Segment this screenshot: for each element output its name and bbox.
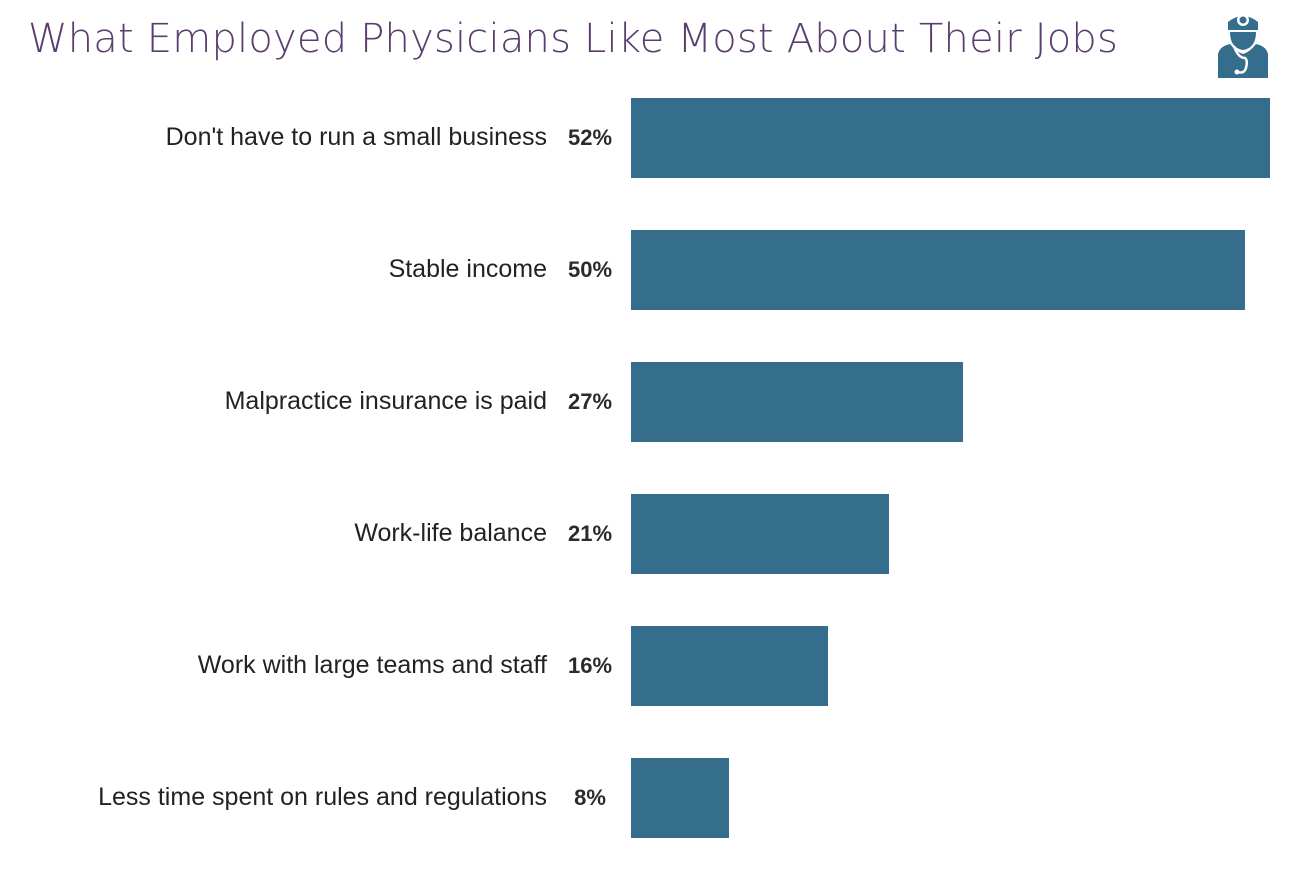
bar-row: Malpractice insurance is paid 27%	[0, 362, 1290, 442]
category-label: Work-life balance	[354, 519, 547, 547]
bar-row: Work-life balance 21%	[0, 494, 1290, 574]
category-label: Stable income	[388, 255, 547, 283]
category-label: Malpractice insurance is paid	[224, 387, 547, 415]
bar	[631, 230, 1245, 310]
bar	[631, 362, 963, 442]
value-label: 16%	[567, 653, 613, 678]
bar	[631, 98, 1270, 178]
value-label: 27%	[567, 389, 613, 414]
value-label: 8%	[574, 785, 606, 810]
category-label: Less time spent on rules and regulations	[98, 783, 547, 811]
bar-row: Don't have to run a small business 52%	[0, 98, 1290, 178]
chart-title: What Employed Physicians Like Most About…	[28, 16, 1119, 62]
category-label: Don't have to run a small business	[165, 123, 547, 151]
bar-row: Less time spent on rules and regulations…	[0, 758, 1290, 838]
bar-row: Stable income 50%	[0, 230, 1290, 310]
bar-row: Work with large teams and staff 16%	[0, 626, 1290, 706]
bar	[631, 758, 729, 838]
value-label: 52%	[567, 125, 613, 150]
value-label: 21%	[567, 521, 613, 546]
value-label: 50%	[567, 257, 613, 282]
bar	[631, 626, 828, 706]
doctor-stethoscope-icon	[1218, 14, 1268, 78]
category-label: Work with large teams and staff	[197, 651, 547, 679]
bar	[631, 494, 889, 574]
